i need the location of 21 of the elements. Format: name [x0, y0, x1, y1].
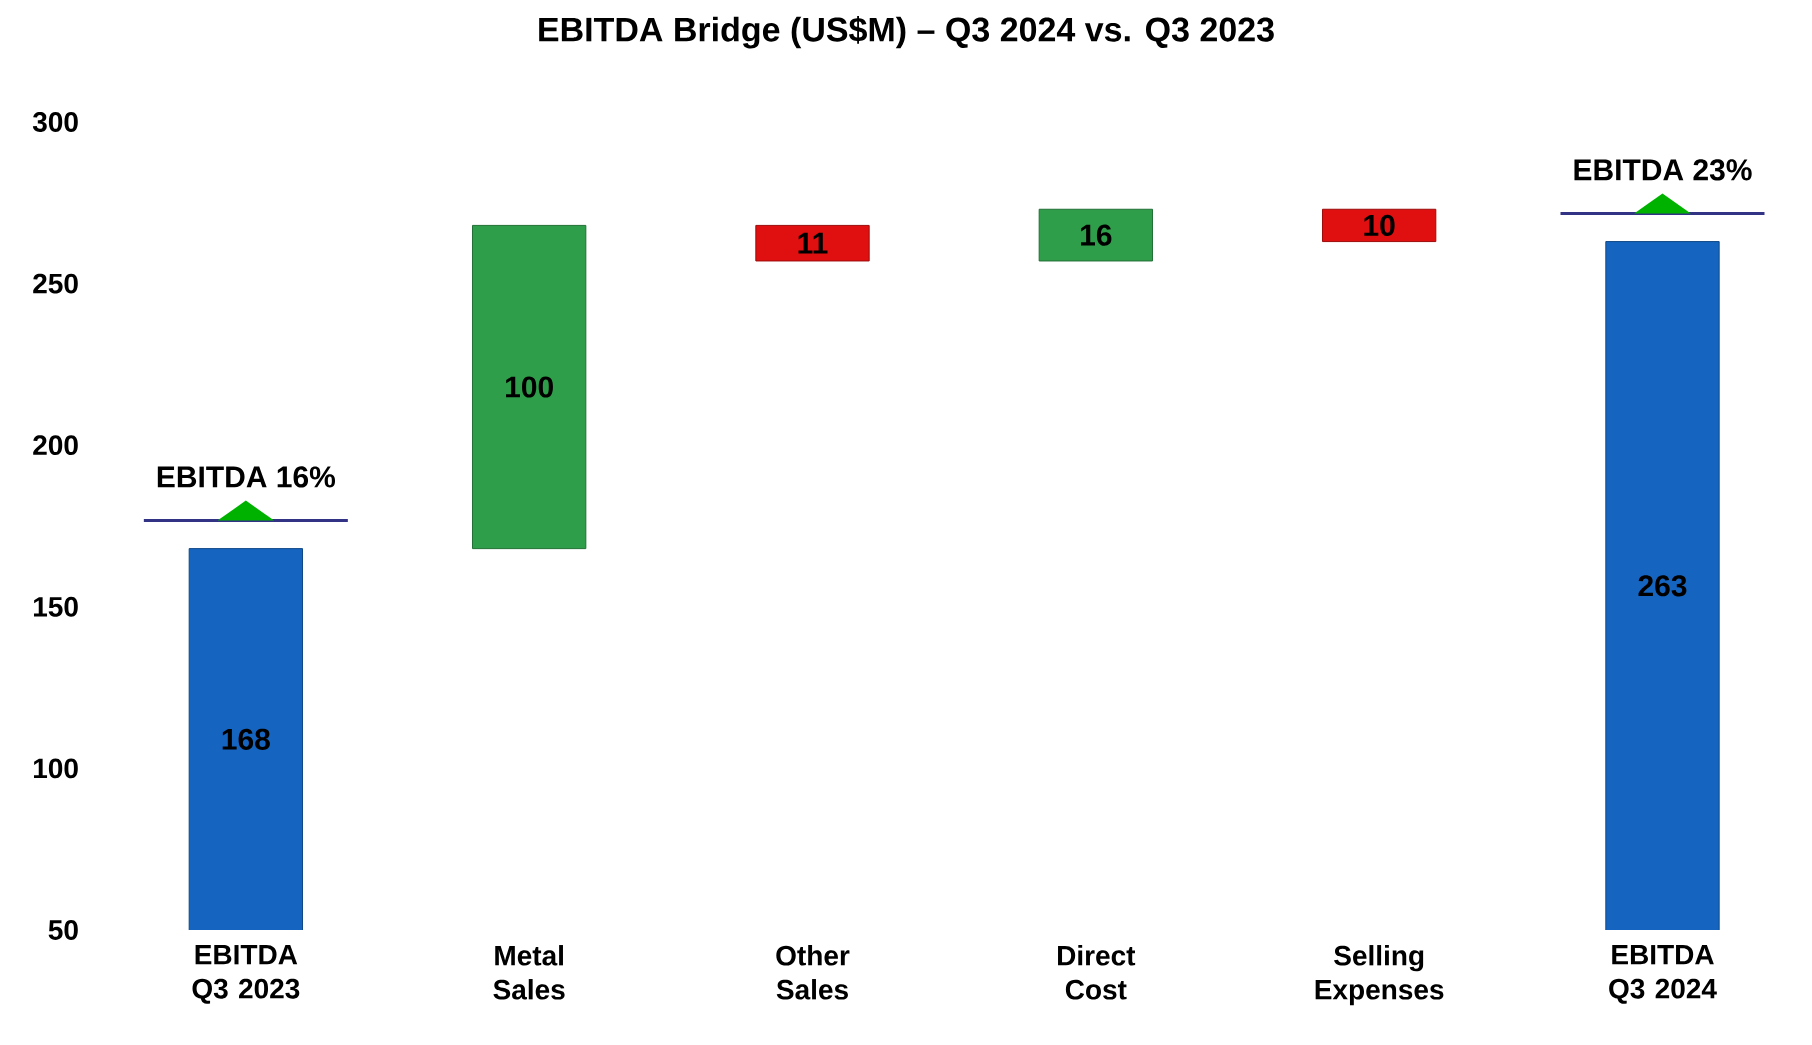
y-tick-label: 300 [32, 112, 78, 132]
x-tick-label: EBITDA Q3 2024 [1609, 945, 1717, 1004]
y-tick-label: 100 [33, 758, 78, 779]
x-tick-label: EBITDA Q3 2023 [192, 945, 300, 1004]
x-tick-label: Direct Cost [1058, 945, 1136, 1000]
chart-title: EBITDA Bridge (US$M) – Q3 2024 vs. Q3 2023 [539, 16, 1274, 49]
data-label: 263 [1638, 575, 1687, 597]
data-label: 16 [1081, 224, 1112, 246]
data-label: 100 [506, 376, 553, 398]
x-tick-label: Metal Sales [493, 945, 565, 1000]
annotation: EBITDA 23% [1574, 159, 1752, 181]
y-tick-label: 50 [48, 920, 78, 940]
data-label: 11 [798, 232, 828, 254]
x-tick-label: Selling Expenses [1315, 945, 1444, 1006]
y-tick-label: 150 [33, 596, 78, 617]
x-tick-label: Other Sales [776, 945, 850, 1000]
y-tick-label: 200 [33, 435, 78, 456]
y-tick-label: 250 [33, 273, 78, 294]
annotation: EBITDA 16% [157, 466, 336, 488]
data-label: 10 [1364, 214, 1395, 237]
data-label: 168 [222, 728, 270, 750]
